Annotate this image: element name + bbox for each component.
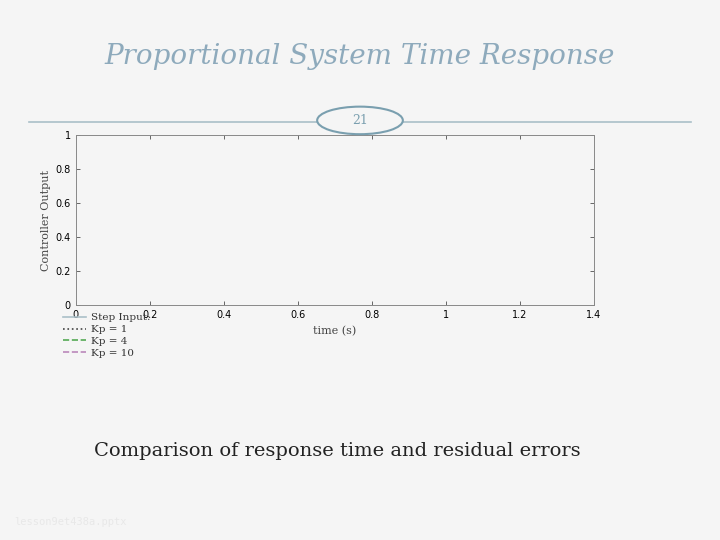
Legend: Step Input:, Kp = 1, Kp = 4, Kp = 10: Step Input:, Kp = 1, Kp = 4, Kp = 10 — [63, 313, 150, 358]
Text: Comparison of response time and residual errors: Comparison of response time and residual… — [94, 442, 580, 460]
Ellipse shape — [317, 106, 403, 134]
X-axis label: time (s): time (s) — [313, 326, 356, 336]
Text: Proportional System Time Response: Proportional System Time Response — [105, 43, 615, 70]
Y-axis label: Controller Output: Controller Output — [41, 170, 51, 271]
Text: 21: 21 — [352, 114, 368, 127]
Text: lesson9et438a.pptx: lesson9et438a.pptx — [14, 517, 127, 528]
